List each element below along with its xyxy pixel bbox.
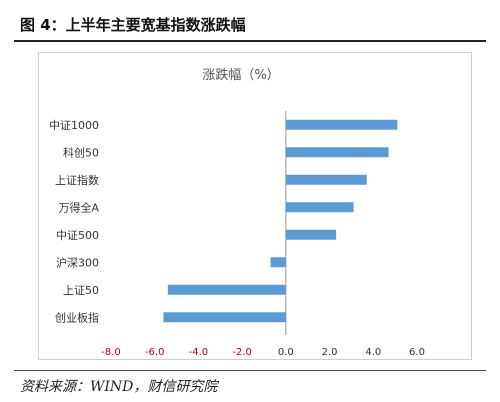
x-tick-label: -8.0 [101, 347, 121, 358]
bar-6 [167, 284, 286, 295]
x-tick-label: 2.0 [322, 347, 338, 358]
category-label: 中证1000 [49, 119, 99, 132]
bar-4 [285, 229, 337, 240]
bars-group [163, 111, 398, 335]
category-label: 沪深300 [56, 255, 99, 269]
bar-3 [285, 202, 354, 213]
x-tick-label: -2.0 [232, 347, 252, 358]
bar-2 [285, 174, 367, 185]
bar-0 [285, 119, 398, 130]
chart-frame: 涨跌幅（%） 中证1000 科创50 上证指数万得全A 中证500 沪深300 上证50 创… [38, 52, 472, 360]
category-label: 上证50 [63, 284, 99, 297]
bar-7 [163, 312, 286, 323]
figure-title: 图 4：上半年主要宽基指数涨跌幅 [20, 16, 246, 34]
category-label: 创业板指 [55, 310, 99, 324]
x-tick-label: 0.0 [278, 347, 294, 358]
category-label: 万得全A [58, 200, 99, 214]
bar-5 [270, 257, 286, 268]
category-label: 上证指数 [55, 173, 99, 187]
source-divider [14, 370, 486, 371]
x-axis-ticks: -8.0 -6.0 -4.0 -2.0 0.0 2.0 4.0 6.0 [101, 347, 425, 358]
category-label: 科创50 [63, 145, 99, 159]
title-divider [14, 40, 486, 42]
x-tick-label: -6.0 [145, 347, 165, 358]
source-note: 资料来源：WIND，财信研究院 [20, 379, 218, 395]
x-tick-label: 4.0 [365, 347, 381, 358]
bar-1 [285, 147, 389, 158]
x-tick-label: -4.0 [189, 347, 209, 358]
category-label: 中证500 [56, 229, 99, 242]
chart-title: 涨跌幅（%） [202, 67, 279, 83]
x-tick-label: 6.0 [409, 347, 425, 358]
